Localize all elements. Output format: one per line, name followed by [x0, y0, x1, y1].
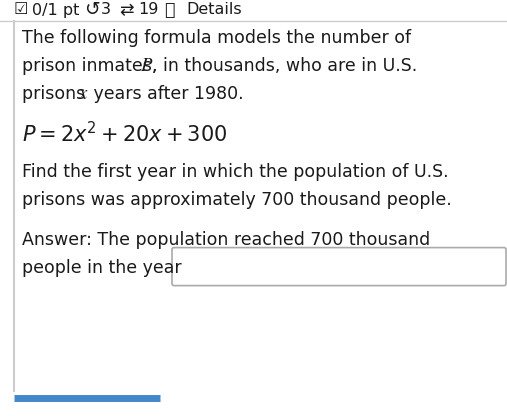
Text: prisons: prisons: [22, 85, 91, 103]
Text: years after 1980.: years after 1980.: [88, 85, 244, 103]
Text: Details: Details: [186, 2, 242, 17]
Text: prison inmates,: prison inmates,: [22, 57, 163, 75]
Text: ↺: ↺: [84, 0, 100, 20]
Text: ☑: ☑: [14, 2, 28, 17]
Text: x: x: [78, 85, 86, 103]
Text: , in thousands, who are in U.S.: , in thousands, who are in U.S.: [152, 57, 417, 75]
Text: Answer: The population reached 700 thousand: Answer: The population reached 700 thous…: [22, 230, 430, 249]
Text: 3: 3: [101, 2, 111, 17]
Text: 19: 19: [138, 2, 158, 17]
Text: Find the first year in which the population of U.S.: Find the first year in which the populat…: [22, 163, 449, 181]
Text: The following formula models the number of: The following formula models the number …: [22, 29, 411, 47]
Text: 0/1 pt: 0/1 pt: [32, 2, 80, 17]
Text: ⓘ: ⓘ: [164, 1, 174, 19]
Text: ⇄: ⇄: [119, 1, 133, 19]
Text: people in the year: people in the year: [22, 259, 182, 277]
FancyBboxPatch shape: [172, 248, 506, 286]
Text: $P = 2x^2 + 20x + 300$: $P = 2x^2 + 20x + 300$: [22, 121, 227, 146]
Text: P: P: [141, 57, 153, 75]
Text: prisons was approximately 700 thousand people.: prisons was approximately 700 thousand p…: [22, 191, 452, 209]
